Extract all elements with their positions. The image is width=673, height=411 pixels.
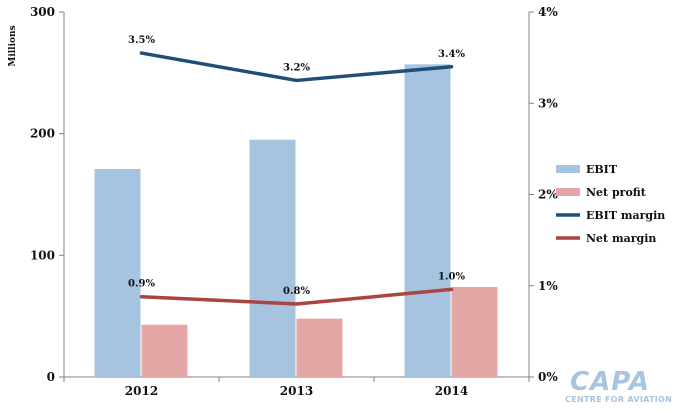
data-label-net-margin: 1.0% [438,271,465,282]
y-tick-label-right: 3% [538,96,558,110]
y-unit-label: Millions [8,25,18,66]
y-tick-label-right: 2% [538,188,558,202]
y-tick-label-left: 300 [30,5,55,19]
legend: EBIT Net profit EBIT margin Net margin [556,163,665,245]
data-label-net-margin: 0.9% [128,279,155,290]
legend-label: Net profit [586,186,647,199]
data-label-net-margin: 0.8% [283,286,310,297]
data-label-ebit-margin: 3.5% [128,35,155,46]
y-tick-label-left: 100 [30,248,55,262]
legend-swatch [556,188,580,196]
logo-subtext: CENTRE FOR AVIATION [565,395,672,404]
legend-label: EBIT [586,163,618,176]
y-tick-label-right: 1% [538,279,558,293]
bar-net-profit [297,319,343,377]
bar-net-profit [452,287,498,377]
y-tick-label-left: 0 [47,370,55,384]
legend-label: Net margin [586,232,656,245]
logo-text: CAPA [570,367,650,397]
x-tick-label: 2012 [125,384,158,398]
y-tick-label-right: 0% [538,370,558,384]
bar-ebit [250,140,296,377]
bar-series [95,64,498,377]
x-tick-label: 2013 [280,384,313,398]
data-label-ebit-margin: 3.4% [438,49,465,60]
x-tick-label: 2014 [435,384,468,398]
bar-ebit [405,64,451,377]
y-tick-label-right: 4% [538,5,558,19]
legend-label: EBIT margin [586,209,665,222]
y-tick-label-left: 200 [30,127,55,141]
legend-swatch [556,165,580,173]
bar-ebit [95,169,141,377]
data-label-ebit-margin: 3.2% [283,62,310,73]
bar-net-profit [142,325,188,377]
capa-logo: CAPA CENTRE FOR AVIATION [565,367,672,404]
